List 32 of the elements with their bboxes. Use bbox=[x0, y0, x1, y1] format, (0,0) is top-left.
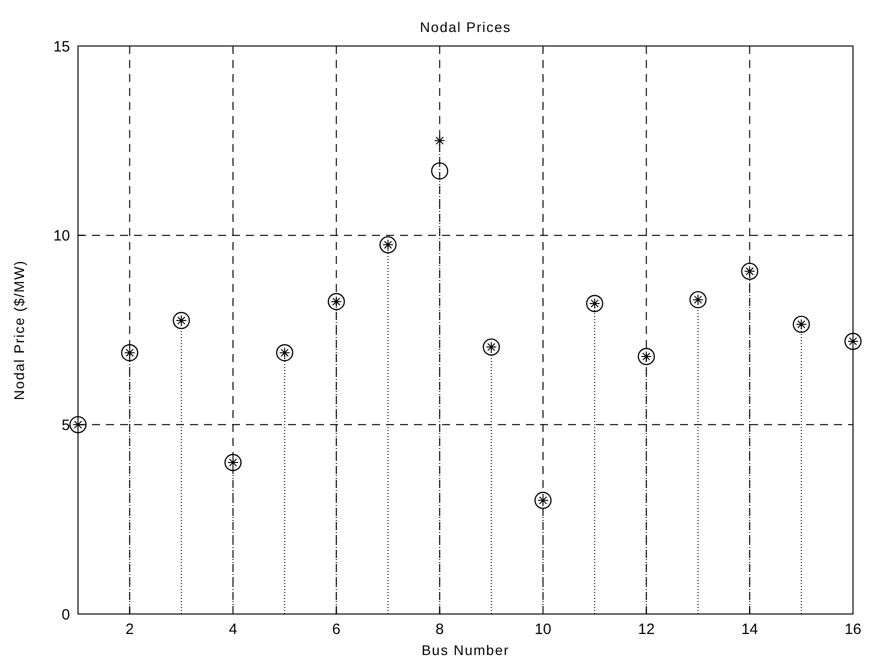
point bbox=[431, 162, 448, 180]
x-axis-title: Bus Number bbox=[422, 642, 510, 658]
x-tick-label: 16 bbox=[844, 621, 862, 638]
x-tick-label: 4 bbox=[228, 621, 238, 638]
point bbox=[534, 492, 552, 509]
point bbox=[172, 312, 190, 330]
x-tick-label: 10 bbox=[534, 621, 552, 638]
x-tick-label: 2 bbox=[125, 621, 134, 638]
point bbox=[379, 236, 397, 254]
point bbox=[792, 316, 810, 333]
y-tick-label: 15 bbox=[53, 38, 70, 56]
y-axis-title: Nodal Price ($/MW) bbox=[11, 260, 27, 400]
point bbox=[638, 348, 655, 366]
chart-title: Nodal Prices bbox=[420, 19, 512, 35]
point bbox=[224, 454, 242, 472]
point bbox=[844, 332, 862, 350]
point bbox=[276, 344, 294, 362]
x-tick-label: 12 bbox=[638, 621, 655, 638]
point bbox=[482, 338, 500, 356]
x-tick-label: 8 bbox=[435, 621, 444, 638]
point bbox=[328, 293, 345, 310]
point bbox=[586, 294, 604, 312]
point bbox=[741, 262, 758, 280]
y-tick-label: 0 bbox=[62, 606, 70, 624]
point bbox=[689, 291, 707, 308]
x-tick-label: 6 bbox=[332, 621, 341, 638]
point bbox=[434, 135, 446, 146]
point bbox=[69, 416, 87, 434]
y-tick-label: 10 bbox=[53, 228, 70, 245]
y-tick-label: 5 bbox=[62, 416, 70, 434]
x-tick-label: 14 bbox=[741, 621, 758, 638]
point bbox=[121, 344, 138, 362]
